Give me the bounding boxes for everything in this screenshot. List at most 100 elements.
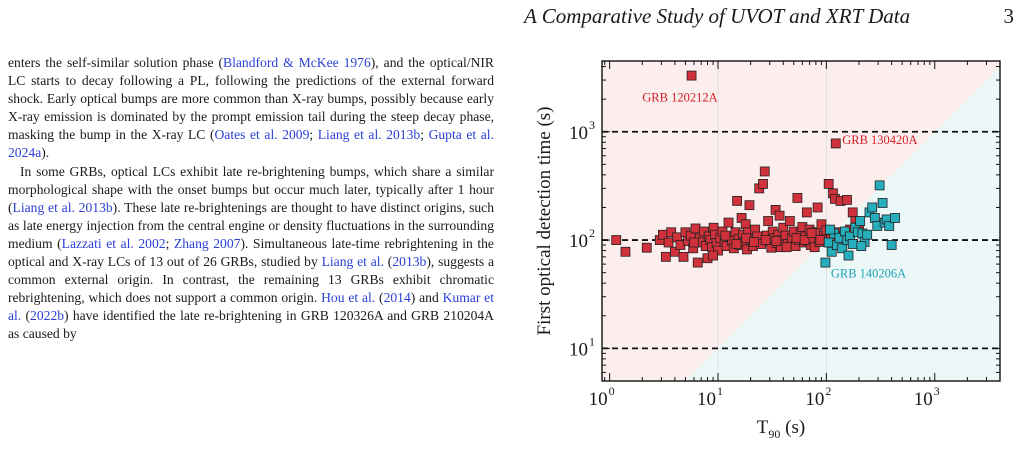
tick-exponent: 3	[934, 384, 940, 398]
red-marker	[689, 237, 699, 248]
paragraph-text: (	[21, 308, 31, 324]
paragraph-text: (	[383, 254, 393, 270]
red-marker	[830, 138, 841, 149]
cyan-marker	[820, 257, 831, 268]
paragraph-text: ). These late re-brightenings are though…	[8, 199, 494, 251]
tick-exponent: 2	[589, 226, 595, 240]
citation-link[interactable]: Liang et al. 2013b	[317, 127, 421, 143]
paragraph-text: ). Simultaneous late-time rebrightening …	[8, 235, 494, 270]
citation-link[interactable]: Zhang 2007	[173, 235, 241, 251]
cyan-marker	[867, 202, 878, 213]
x-axis-label: T90 (s)	[757, 417, 805, 440]
red-series	[611, 70, 864, 268]
red-marker	[806, 228, 817, 238]
citation-link[interactable]: Liang et al. 2013b	[12, 199, 113, 215]
paragraph-text: ), and the optical/NIR LC starts to deca…	[8, 55, 494, 143]
red-marker	[660, 251, 671, 262]
red-marker	[708, 250, 718, 261]
red-marker	[799, 235, 810, 245]
citation-link[interactable]: Oates et al. 2009	[214, 127, 310, 143]
paragraph-text: ), suggests a common external origin. In…	[8, 254, 495, 306]
red-marker	[784, 216, 795, 226]
x-label-main: T	[757, 417, 769, 438]
red-marker	[842, 194, 852, 205]
plot-frame	[601, 60, 1001, 382]
paragraph-text: ) and	[410, 290, 443, 306]
red-marker	[763, 216, 774, 226]
citation-link[interactable]: 2014	[383, 290, 411, 306]
tick-base: 10	[697, 389, 716, 410]
body-paragraph: enters the self-similar solution phase (…	[8, 54, 494, 163]
x-tick-label: 10 3	[914, 384, 940, 410]
cyan-series	[820, 180, 900, 268]
y-tick-label: 10 1	[569, 334, 595, 360]
grb-annotation: GRB 120212A	[642, 91, 717, 105]
paragraph-text: ) have identified the late re-brightenin…	[8, 308, 494, 342]
left-text-column: enters the self-similar solution phase (…	[8, 54, 494, 344]
red-marker	[732, 195, 743, 206]
cyan-marker	[884, 221, 895, 231]
cyan-marker	[862, 229, 873, 240]
red-marker	[760, 235, 771, 245]
citation-link[interactable]: 2022b	[30, 308, 65, 324]
citation-link[interactable]: Liang et al.	[321, 254, 384, 270]
tick-base: 10	[589, 389, 608, 410]
red-marker	[771, 236, 782, 246]
red-marker	[690, 223, 701, 234]
cyan-marker	[886, 240, 897, 250]
axis-ticks	[602, 61, 1000, 381]
citation-link[interactable]: Blandford & McKee 1976	[223, 55, 371, 70]
cyan-marker	[837, 243, 848, 254]
cyan-marker	[855, 216, 866, 226]
red-marker	[791, 233, 802, 244]
running-header: A Comparative Study of UVOT and XRT Data…	[524, 4, 1014, 34]
red-marker	[774, 210, 785, 221]
citation-link[interactable]: 2013b	[392, 254, 427, 270]
red-marker	[823, 179, 834, 189]
grb-annotation: GRB 140206A	[831, 267, 906, 281]
cyan-marker	[856, 241, 867, 251]
tick-exponent: 1	[589, 334, 595, 348]
y-tick-label: 10 2	[569, 226, 595, 252]
tick-exponent: 3	[589, 118, 595, 132]
red-marker	[792, 193, 803, 203]
cyan-marker	[843, 250, 854, 261]
citation-link[interactable]: Hou et al.	[321, 290, 376, 306]
tick-exponent: 1	[717, 384, 723, 398]
red-marker	[692, 257, 703, 268]
red-marker	[812, 202, 823, 213]
red-marker	[731, 239, 742, 249]
page-number: 3	[1003, 4, 1015, 28]
running-header-title: A Comparative Study of UVOT and XRT Data	[524, 4, 911, 28]
red-marker	[759, 166, 770, 177]
citation-link[interactable]: Kumar et al.	[8, 290, 494, 324]
cyan-marker	[877, 198, 888, 208]
red-marker	[744, 200, 755, 211]
red-marker	[678, 251, 689, 262]
tick-base: 10	[914, 389, 933, 410]
body-paragraph: In some GRBs, optical LCs exhibit late r…	[8, 163, 494, 344]
tick-base: 10	[569, 339, 588, 360]
red-marker	[781, 242, 792, 253]
red-marker	[815, 235, 826, 245]
paragraph-text: ;	[309, 127, 318, 143]
red-marker	[847, 207, 858, 218]
red-marker	[801, 207, 812, 218]
x-tick-label: 10 1	[697, 384, 723, 410]
cyan-marker	[890, 213, 900, 223]
red-marker	[723, 217, 734, 228]
red-marker	[663, 237, 674, 248]
citation-link[interactable]: Lazzati et al. 2002	[61, 235, 166, 251]
red-region	[602, 61, 1000, 381]
paragraph-text: enters the self-similar solution phase (	[8, 55, 224, 70]
citation-link[interactable]: Gupta et al. 2024a	[8, 127, 494, 161]
x-tick-label: 10 0	[589, 384, 615, 410]
red-marker	[666, 227, 677, 238]
x-label-subscript: 90	[768, 427, 780, 440]
cyan-marker	[823, 237, 834, 248]
y-axis-label: First optical detection time (s)	[534, 106, 555, 335]
tick-base: 10	[805, 389, 824, 410]
red-marker	[620, 246, 631, 257]
paragraph-text: ).	[41, 145, 50, 161]
